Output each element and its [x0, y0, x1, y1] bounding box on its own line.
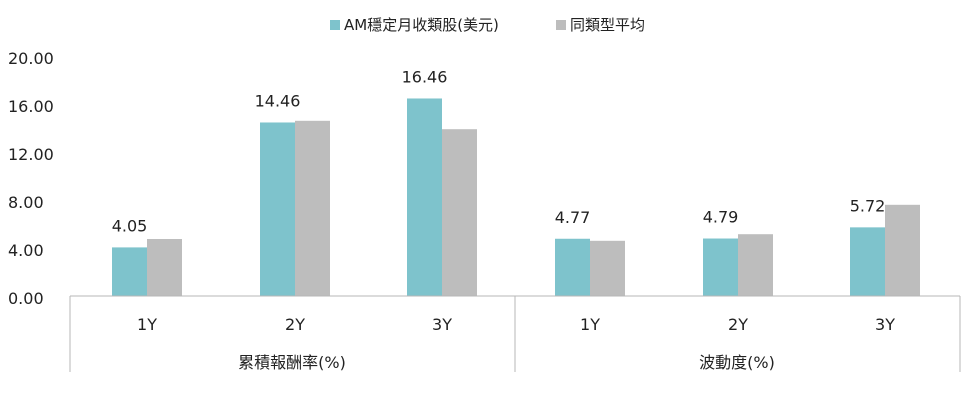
data-label: 5.72	[850, 196, 886, 215]
bars	[112, 98, 920, 296]
bar-series-2	[147, 239, 182, 296]
y-tick-label: 20.00	[8, 49, 54, 68]
x-category-labels: 1Y 2Y 3Y 1Y 2Y 3Y	[137, 315, 895, 334]
bar-series-2	[590, 240, 625, 296]
x-tick-label: 3Y	[875, 315, 895, 334]
data-label: 4.77	[555, 208, 591, 227]
data-labels: 4.05 14.46 16.46 4.77 4.79 5.72	[112, 67, 886, 235]
bar-series-1	[850, 227, 885, 296]
bar-series-2	[442, 129, 477, 296]
x-tick-label: 3Y	[432, 315, 452, 334]
bar-series-1	[112, 247, 147, 296]
bar-series-1	[555, 238, 590, 296]
x-axis	[69, 295, 961, 372]
y-axis: 20.00 16.00 12.00 8.00 4.00 0.00	[8, 49, 54, 308]
legend-label-series-1: AM穩定月收類股(美元)	[344, 16, 499, 34]
y-tick-label: 12.00	[8, 145, 54, 164]
y-tick-label: 0.00	[8, 289, 44, 308]
data-label: 16.46	[402, 67, 448, 86]
x-group-labels: 累積報酬率(%) 波動度(%)	[238, 353, 775, 372]
data-label: 4.79	[703, 208, 739, 227]
bar-series-1	[407, 98, 442, 296]
legend-label-series-2: 同類型平均	[570, 16, 645, 34]
bar-series-1	[260, 122, 295, 296]
y-tick-label: 4.00	[8, 241, 44, 260]
bar-series-2	[885, 204, 920, 296]
legend-swatch-series-2	[556, 20, 566, 30]
legend: AM穩定月收類股(美元) 同類型平均	[330, 16, 645, 34]
data-label: 14.46	[255, 91, 301, 110]
x-group-label: 波動度(%)	[699, 353, 775, 372]
bar-series-2	[738, 234, 773, 296]
x-tick-label: 2Y	[728, 315, 748, 334]
y-tick-label: 16.00	[8, 97, 54, 116]
x-tick-label: 1Y	[137, 315, 157, 334]
bar-series-2	[295, 120, 330, 296]
data-label: 4.05	[112, 216, 148, 235]
y-tick-label: 8.00	[8, 193, 44, 212]
bar-series-1	[703, 238, 738, 296]
x-tick-label: 1Y	[580, 315, 600, 334]
legend-swatch-series-1	[330, 20, 340, 30]
x-tick-label: 2Y	[285, 315, 305, 334]
x-group-label: 累積報酬率(%)	[238, 353, 346, 372]
